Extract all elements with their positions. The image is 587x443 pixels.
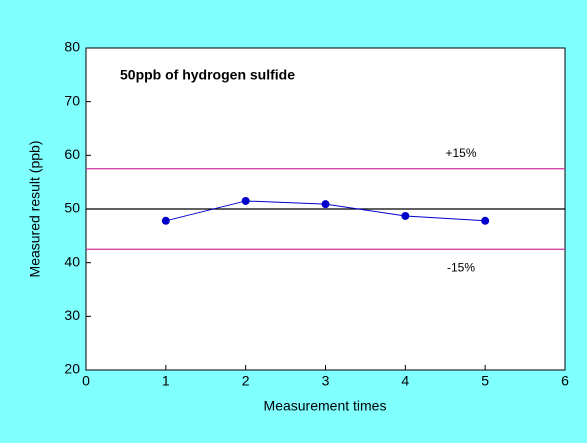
x-tick-label: 4 bbox=[401, 373, 409, 389]
x-tick-label: 6 bbox=[561, 373, 569, 389]
y-tick-label: 80 bbox=[64, 39, 80, 55]
data-point bbox=[321, 200, 330, 209]
x-tick-label: 5 bbox=[481, 373, 489, 389]
y-tick-label: 30 bbox=[64, 307, 80, 323]
y-axis-label: Measured result (ppb) bbox=[27, 141, 43, 278]
y-tick-label: 60 bbox=[64, 146, 80, 162]
data-point bbox=[161, 216, 170, 225]
x-tick-label: 2 bbox=[242, 373, 250, 389]
chart-title: 50ppb of hydrogen sulfide bbox=[120, 67, 295, 83]
x-tick-label: 0 bbox=[82, 373, 90, 389]
y-tick-label: 50 bbox=[64, 200, 80, 216]
reference-label: +15% bbox=[445, 146, 476, 160]
y-tick-label: 20 bbox=[64, 361, 80, 377]
y-tick-label: 70 bbox=[64, 92, 80, 108]
x-axis-label: Measurement times bbox=[264, 398, 387, 414]
data-point bbox=[401, 211, 410, 220]
x-tick-label: 1 bbox=[162, 373, 170, 389]
data-point bbox=[241, 196, 250, 205]
y-tick-label: 40 bbox=[64, 253, 80, 269]
x-tick-label: 3 bbox=[322, 373, 330, 389]
data-point bbox=[481, 216, 490, 225]
reference-label: -15% bbox=[447, 260, 475, 274]
